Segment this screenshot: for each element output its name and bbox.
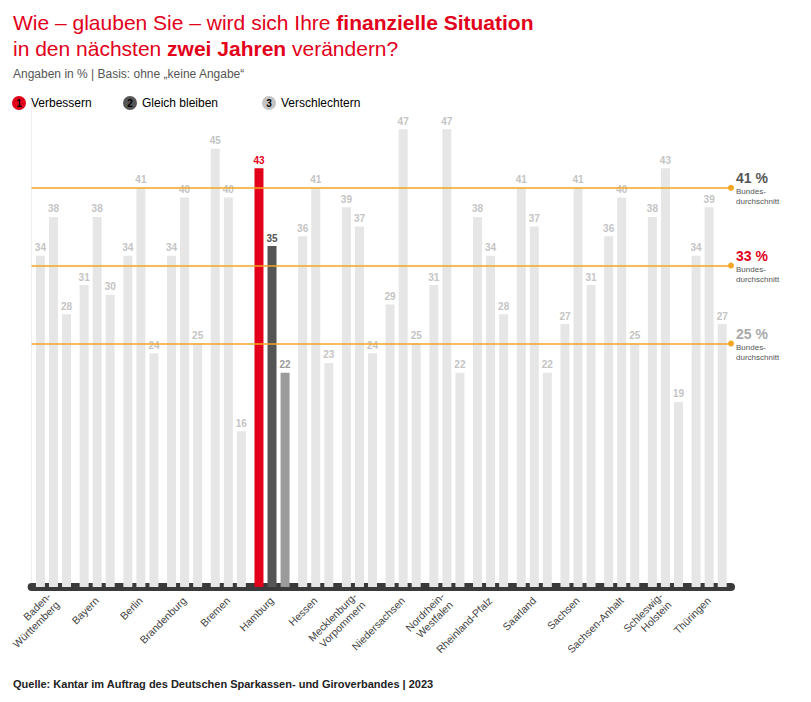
svg-text:40: 40 [179,184,191,195]
svg-text:40: 40 [616,184,628,195]
svg-text:Berlin: Berlin [118,595,145,622]
svg-text:Baden-: Baden- [21,590,54,623]
svg-text:27: 27 [559,311,571,322]
svg-text:3: 3 [266,98,272,109]
svg-text:Bundes-: Bundes- [736,187,766,196]
svg-text:Mecklenburg-: Mecklenburg- [306,590,360,644]
svg-text:33 %: 33 % [736,248,768,264]
svg-text:24: 24 [148,340,160,351]
svg-text:Wie – glauben Sie – wird sich: Wie – glauben Sie – wird sich Ihre [13,11,336,34]
svg-text:verändern?: verändern? [286,37,398,60]
svg-text:41 %: 41 % [736,170,768,186]
svg-text:Quelle: Kantar im Auftrag des: Quelle: Kantar im Auftrag des Deutschen … [13,678,433,690]
svg-text:41: 41 [310,174,322,185]
svg-text:36: 36 [297,223,309,234]
svg-text:34: 34 [485,242,497,253]
svg-text:34: 34 [691,242,703,253]
svg-text:39: 39 [704,194,716,205]
svg-text:finanzielle Situation: finanzielle Situation [336,11,533,34]
svg-text:Nordrhein-: Nordrhein- [403,590,447,634]
svg-text:35: 35 [266,233,278,244]
svg-text:22: 22 [280,359,292,370]
svg-text:25 %: 25 % [736,326,768,342]
svg-text:27: 27 [717,311,729,322]
svg-text:19: 19 [673,388,685,399]
svg-text:Bremen: Bremen [198,595,232,629]
svg-text:41: 41 [572,174,584,185]
svg-text:zwei Jahren: zwei Jahren [167,37,286,60]
svg-text:43: 43 [660,155,672,166]
svg-text:31: 31 [428,272,440,283]
svg-text:38: 38 [472,203,484,214]
svg-text:30: 30 [105,281,117,292]
svg-text:Brandenburg: Brandenburg [138,595,189,646]
svg-text:38: 38 [647,203,659,214]
svg-text:36: 36 [603,223,615,234]
svg-text:Angaben in % | Basis: ohne „ke: Angaben in % | Basis: ohne „keine Angabe… [13,67,244,81]
svg-text:Württemberg: Württemberg [11,599,62,650]
svg-text:28: 28 [61,301,73,312]
svg-text:Sachsen-Anhalt: Sachsen-Anhalt [565,595,625,655]
svg-text:23: 23 [323,349,335,360]
svg-text:31: 31 [79,272,91,283]
svg-text:34: 34 [166,242,178,253]
svg-text:24: 24 [367,340,379,351]
svg-text:Vorpommern: Vorpommern [317,599,368,650]
svg-text:Bayern: Bayern [70,595,101,626]
svg-text:Verbessern: Verbessern [31,96,92,110]
svg-text:16: 16 [236,418,248,429]
svg-text:25: 25 [192,330,204,341]
svg-text:Bundes-: Bundes- [736,343,766,352]
svg-text:37: 37 [354,213,366,224]
svg-text:22: 22 [454,359,466,370]
svg-text:39: 39 [341,194,353,205]
svg-text:Hessen: Hessen [287,595,320,628]
svg-text:durchschnitt: durchschnitt [736,197,780,206]
svg-text:29: 29 [385,291,397,302]
svg-text:41: 41 [516,174,528,185]
svg-text:Rheinland-Pfalz: Rheinland-Pfalz [434,595,494,655]
svg-text:Thüringen: Thüringen [672,595,713,636]
svg-text:31: 31 [585,272,597,283]
svg-text:Sachsen: Sachsen [545,595,582,632]
svg-text:40: 40 [223,184,235,195]
svg-text:34: 34 [35,242,47,253]
svg-text:47: 47 [398,116,410,127]
svg-text:38: 38 [92,203,104,214]
svg-text:Westfalen: Westfalen [414,599,455,640]
svg-text:Niedersachsen: Niedersachsen [350,595,407,652]
svg-text:43: 43 [253,155,265,166]
svg-text:Gleich bleiben: Gleich bleiben [142,96,218,110]
svg-text:Holstein: Holstein [639,599,674,634]
svg-text:Schleswig-: Schleswig- [621,590,666,635]
svg-text:47: 47 [441,116,453,127]
svg-text:34: 34 [122,242,134,253]
svg-text:Bundes-: Bundes- [736,265,766,274]
svg-text:45: 45 [210,135,222,146]
svg-text:2: 2 [127,98,133,109]
svg-text:in den nächsten: in den nächsten [13,37,167,60]
svg-text:25: 25 [411,330,423,341]
svg-text:durchschnitt: durchschnitt [736,275,780,284]
svg-text:Saarland: Saarland [501,595,539,633]
svg-text:41: 41 [135,174,147,185]
svg-text:37: 37 [529,213,541,224]
svg-text:25: 25 [629,330,641,341]
svg-text:Hamburg: Hamburg [238,595,276,633]
svg-text:durchschnitt: durchschnitt [736,353,780,362]
svg-text:38: 38 [48,203,60,214]
svg-text:22: 22 [542,359,554,370]
svg-text:28: 28 [498,301,510,312]
svg-text:1: 1 [16,98,22,109]
svg-text:Verschlechtern: Verschlechtern [281,96,360,110]
